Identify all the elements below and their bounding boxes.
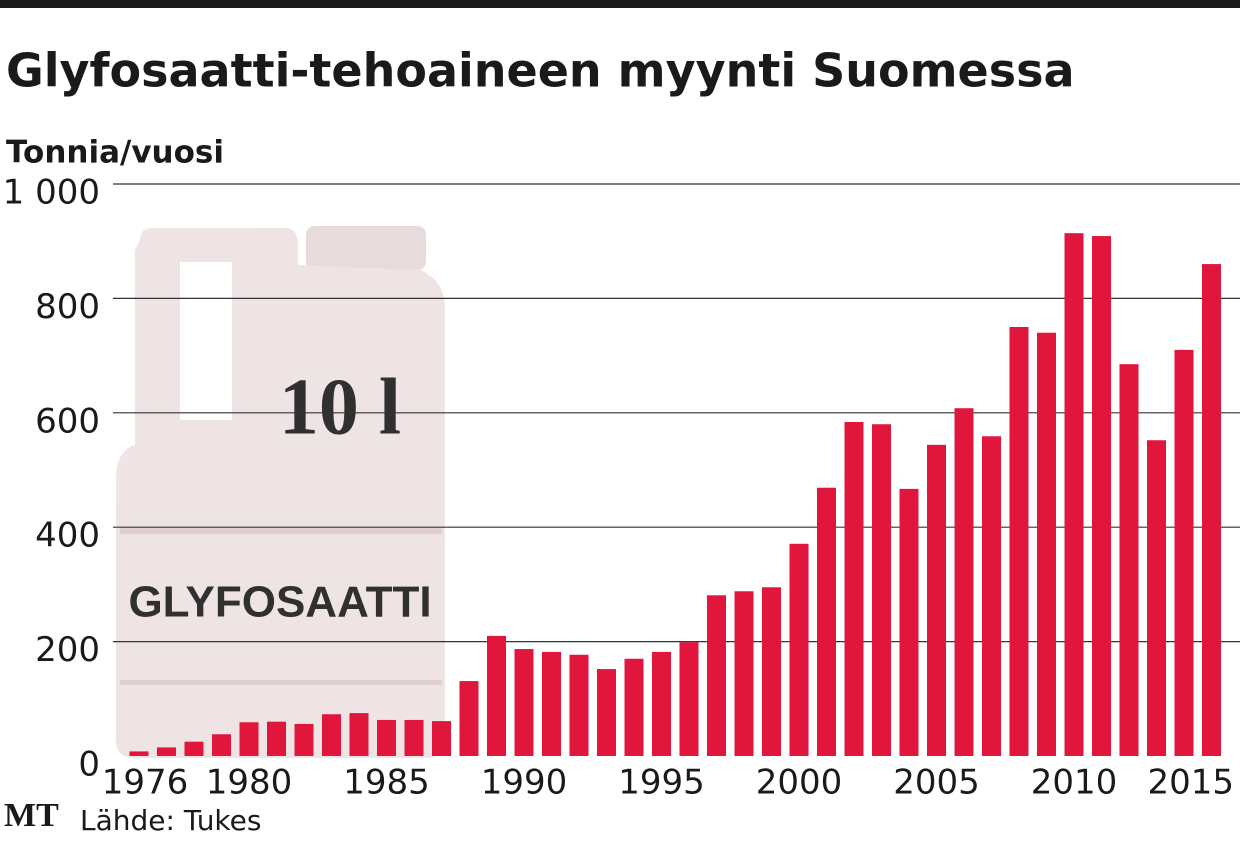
x-tick-label: 1976 (102, 763, 189, 803)
bar (1174, 349, 1194, 756)
bar (349, 713, 369, 756)
bar (1092, 236, 1111, 756)
bar (734, 591, 754, 756)
bar (459, 681, 479, 756)
y-tick-label: 800 (35, 287, 100, 327)
top-rule (0, 0, 1240, 8)
x-tick-label: 2010 (1031, 763, 1118, 803)
bar (927, 444, 946, 756)
y-tick-label: 200 (35, 630, 100, 670)
bar (432, 721, 451, 756)
y-axis-label: Tonnia/vuosi (6, 135, 224, 171)
bar (597, 669, 616, 756)
logo: MT (4, 797, 59, 834)
y-tick-label: 400 (35, 516, 100, 556)
bar (542, 651, 561, 756)
bar (652, 651, 671, 756)
bar (1009, 327, 1029, 756)
bar (487, 635, 506, 756)
bar (954, 408, 974, 756)
bar (377, 719, 396, 756)
bar (679, 642, 699, 756)
x-tick-label: 2000 (756, 763, 843, 803)
jug-text: GLYFOSAATTI (128, 578, 431, 627)
bar (267, 721, 286, 756)
bar (294, 723, 314, 756)
bar (322, 714, 341, 756)
jug-label: 10 l (279, 363, 401, 451)
bar (239, 722, 259, 756)
x-tick-label: 2015 (1147, 763, 1234, 803)
bar (844, 421, 864, 756)
y-tick-label: 1 000 (3, 173, 100, 213)
bar (1202, 264, 1221, 756)
x-tick-label: 1995 (618, 763, 705, 803)
bar (129, 751, 149, 756)
bar (1064, 233, 1084, 756)
bar (872, 424, 891, 756)
bar (1037, 332, 1056, 756)
y-tick-label: 0 (78, 745, 100, 785)
bar (624, 658, 644, 756)
bar (899, 488, 919, 756)
bar (762, 587, 781, 756)
bar (707, 595, 726, 756)
x-tick-label: 1980 (206, 763, 293, 803)
bar (514, 649, 534, 756)
bar (982, 436, 1001, 756)
chart-title: Glyfosaatti-tehoaineen myynti Suomessa (6, 44, 1075, 98)
bar (157, 747, 176, 756)
bar (404, 719, 424, 756)
x-tick-label: 1990 (481, 763, 568, 803)
jug-illustration: 10 l GLYFOSAATTI (116, 226, 445, 758)
x-tick-label: 1985 (343, 763, 430, 803)
bar (1119, 364, 1139, 756)
bar (184, 741, 204, 756)
bar (789, 543, 809, 756)
source: Lähde: Tukes (80, 804, 261, 837)
bar (569, 654, 589, 756)
x-tick-label: 2005 (893, 763, 980, 803)
y-tick-label: 600 (35, 401, 100, 441)
bar (817, 487, 836, 756)
bar (212, 734, 231, 756)
bar (1147, 440, 1166, 756)
